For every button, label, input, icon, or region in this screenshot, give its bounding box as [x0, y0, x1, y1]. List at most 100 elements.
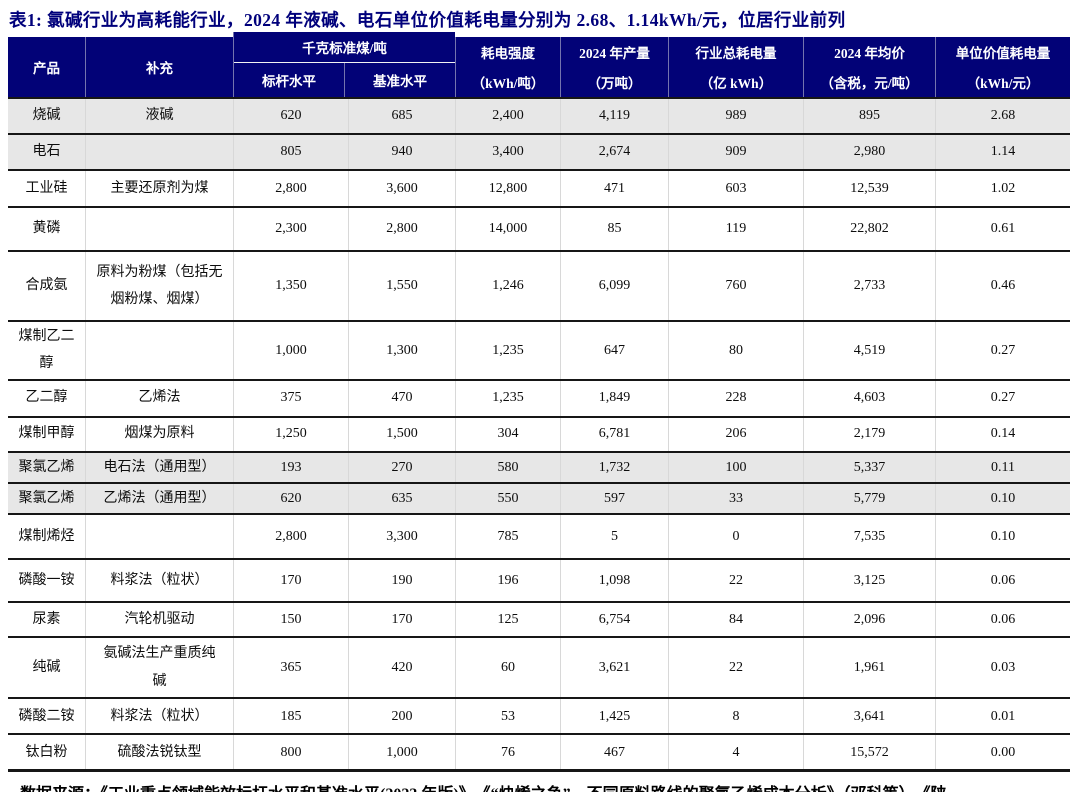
cell-product: 合成氨: [25, 278, 68, 294]
cell-power-intensity: 785: [455, 515, 560, 559]
table-row: 纯碱 氨碱法生产重质纯 碱 365 420 60 3,621 22 1,961 …: [8, 636, 1070, 698]
cell-product: 烧碱: [32, 108, 61, 124]
cell-supplement: [85, 515, 233, 559]
table-row: 工业硅 主要还原剂为煤 2,800 3,600 12,800 471 603 1…: [8, 169, 1070, 206]
cell-product: 钛白粉: [25, 744, 68, 760]
cell-baseline-level: 635: [348, 483, 455, 514]
table-body: 烧碱 液碱 620 685 2,400 4,119 989 895 2.68 电…: [8, 97, 1070, 773]
cell-total-power: 33: [668, 483, 803, 514]
data-source: 数据来源：《工业重点领域能效标杆水平和基准水平(2023 年版)》、《“炔烯之争…: [0, 772, 1078, 792]
cell-per-value-consumption: 1.02: [935, 171, 1070, 206]
cell-per-value-consumption: 0.46: [935, 252, 1070, 320]
col-header-intensity-label: 耗电强度: [481, 45, 535, 61]
col-header-per-value-label: 单位价值耗电量: [955, 45, 1051, 61]
table-row: 煤制甲醇 烟煤为原料 1,250 1,500 304 6,781 206 2,1…: [8, 415, 1070, 451]
table-title: 表1: 氯碱行业为高耗能行业，2024 年液碱、电石单位价值耗电量分别为 2.6…: [9, 10, 846, 30]
cell-output-2024: 467: [560, 735, 668, 770]
cell-power-intensity: 60: [455, 638, 560, 698]
cell-total-power: 989: [668, 99, 803, 133]
cell-per-value-consumption: 0.03: [935, 638, 1070, 698]
cell-benchmark-level: 620: [233, 483, 348, 514]
cell-power-intensity: 125: [455, 603, 560, 637]
cell-avg-price-2024: 4,603: [803, 380, 935, 416]
cell-product: 煤制甲醇: [18, 426, 75, 442]
cell-product: 煤制乙二 醇: [18, 329, 75, 372]
energy-consumption-table: 产品 补充 千克标准煤/吨 标杆水平 基准水平 耗电强度 （kWh/吨） 202…: [8, 32, 1070, 773]
cell-benchmark-level: 150: [233, 603, 348, 637]
cell-power-intensity: 2,400: [455, 99, 560, 133]
cell-supplement: 料浆法（粒状）: [85, 560, 233, 602]
col-group-label: 千克标准煤/吨: [234, 32, 455, 63]
cell-supplement: 原料为粉煤（包括无 烟粉煤、烟煤）: [85, 252, 233, 320]
table-row: 磷酸一铵 料浆法（粒状） 170 190 196 1,098 22 3,125 …: [8, 558, 1070, 602]
cell-supplement: 烟煤为原料: [85, 417, 233, 451]
cell-per-value-consumption: 0.01: [935, 699, 1070, 734]
cell-per-value-consumption: 0.06: [935, 603, 1070, 637]
cell-output-2024: 6,754: [560, 603, 668, 637]
col-header-avg-price-unit: （含税，元/吨）: [820, 75, 919, 91]
table-row: 煤制乙二 醇 1,000 1,300 1,235 647 80 4,519 0.…: [8, 320, 1070, 379]
cell-baseline-level: 3,300: [348, 515, 455, 559]
cell-benchmark-level: 2,300: [233, 208, 348, 250]
cell-output-2024: 1,849: [560, 380, 668, 416]
table-row: 烧碱 液碱 620 685 2,400 4,119 989 895 2.68: [8, 97, 1070, 133]
cell-supplement: 液碱: [85, 99, 233, 133]
col-header-product: 产品: [33, 61, 60, 76]
cell-total-power: 206: [668, 417, 803, 451]
cell-avg-price-2024: 5,337: [803, 452, 935, 482]
col-group-standard-coal: 千克标准煤/吨 标杆水平 基准水平: [233, 32, 455, 97]
cell-baseline-level: 170: [348, 603, 455, 637]
cell-benchmark-level: 2,800: [233, 171, 348, 206]
table-header: 产品 补充 千克标准煤/吨 标杆水平 基准水平 耗电强度 （kWh/吨） 202…: [8, 32, 1070, 97]
table-row: 钛白粉 硫酸法锐钛型 800 1,000 76 467 4 15,572 0.0…: [8, 733, 1070, 770]
cell-avg-price-2024: 5,779: [803, 483, 935, 514]
col-header-supplement: 补充: [85, 37, 233, 97]
cell-per-value-consumption: 0.00: [935, 735, 1070, 770]
cell-output-2024: 6,099: [560, 252, 668, 320]
cell-total-power: 4: [668, 735, 803, 770]
cell-benchmark-level: 170: [233, 560, 348, 602]
cell-output-2024: 1,098: [560, 560, 668, 602]
col-header-output-unit: （万吨）: [587, 75, 642, 91]
cell-total-power: 909: [668, 135, 803, 169]
cell-total-power: 84: [668, 603, 803, 637]
table-row: 聚氯乙烯 电石法（通用型） 193 270 580 1,732 100 5,33…: [8, 450, 1070, 482]
cell-benchmark-level: 375: [233, 380, 348, 416]
col-header-intensity-unit: （kWh/吨）: [471, 75, 545, 91]
cell-per-value-consumption: 0.10: [935, 515, 1070, 559]
cell-benchmark-level: 620: [233, 99, 348, 133]
cell-output-2024: 2,674: [560, 135, 668, 169]
cell-supplement: 主要还原剂为煤: [85, 171, 233, 206]
cell-baseline-level: 270: [348, 452, 455, 482]
cell-output-2024: 5: [560, 515, 668, 559]
cell-product: 电石: [32, 144, 61, 160]
cell-output-2024: 597: [560, 483, 668, 514]
cell-supplement: [85, 322, 233, 379]
cell-per-value-consumption: 0.61: [935, 208, 1070, 250]
cell-benchmark-level: 805: [233, 135, 348, 169]
col-header-baseline: 基准水平: [344, 63, 455, 97]
cell-benchmark-level: 185: [233, 699, 348, 734]
cell-benchmark-level: 365: [233, 638, 348, 698]
cell-baseline-level: 940: [348, 135, 455, 169]
cell-avg-price-2024: 1,961: [803, 638, 935, 698]
cell-total-power: 80: [668, 322, 803, 379]
cell-baseline-level: 470: [348, 380, 455, 416]
cell-output-2024: 6,781: [560, 417, 668, 451]
cell-total-power: 228: [668, 380, 803, 416]
cell-power-intensity: 1,235: [455, 322, 560, 379]
cell-per-value-consumption: 0.10: [935, 483, 1070, 514]
table-row: 聚氯乙烯 乙烯法（通用型） 620 635 550 597 33 5,779 0…: [8, 481, 1070, 514]
cell-per-value-consumption: 0.14: [935, 417, 1070, 451]
cell-per-value-consumption: 2.68: [935, 99, 1070, 133]
cell-total-power: 760: [668, 252, 803, 320]
col-header-avg-price: 2024 年均价 （含税，元/吨）: [803, 37, 935, 97]
cell-avg-price-2024: 7,535: [803, 515, 935, 559]
cell-avg-price-2024: 4,519: [803, 322, 935, 379]
cell-power-intensity: 550: [455, 483, 560, 514]
cell-power-intensity: 14,000: [455, 208, 560, 250]
cell-per-value-consumption: 0.27: [935, 322, 1070, 379]
cell-product: 乙二醇: [25, 390, 68, 406]
cell-output-2024: 647: [560, 322, 668, 379]
